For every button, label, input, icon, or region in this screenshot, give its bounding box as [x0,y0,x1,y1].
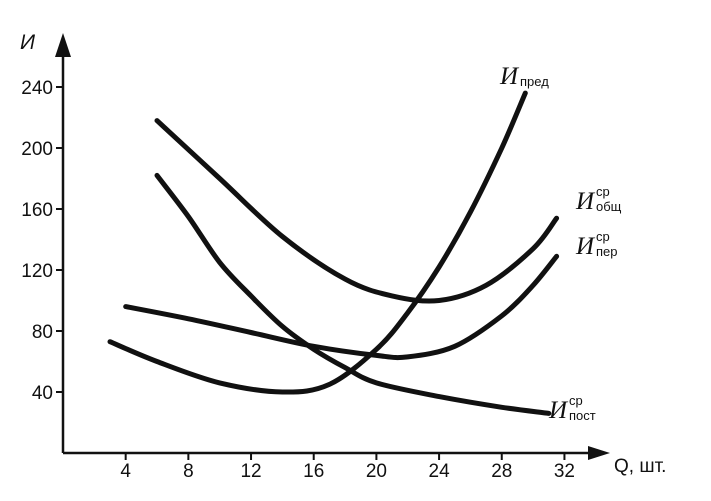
series-label-sup: ср [596,229,610,244]
x-tick-label: 24 [429,461,451,482]
axes: И Q, шт. [20,31,666,477]
x-axis-arrow [588,446,610,460]
x-tick-label: 16 [303,461,324,482]
series-label-sub: пер [596,244,618,259]
series-label-sup: ср [596,184,610,199]
curve-marginal [107,90,528,395]
series-label-main: И [575,188,596,215]
y-axis-arrow [55,33,71,57]
x-tick-label: 8 [183,461,194,482]
curves [107,90,560,416]
x-tick-label: 12 [240,461,261,482]
ticks: 4 8 12 16 20 24 28 32 40 80 120 160 200 240 [21,78,575,482]
series-label-main: И [575,233,596,260]
series-label-sub: пост [569,408,596,423]
x-tick-label: 32 [554,461,575,482]
y-tick-label: 80 [32,322,53,343]
y-axis-label: И [20,31,36,54]
series-label-sub: общ [596,199,622,214]
x-tick-label: 4 [120,461,131,482]
series-label-main: И [499,63,520,90]
curve-avg-fixed [154,172,552,416]
y-tick-label: 160 [21,200,53,221]
x-axis-label: Q, шт. [614,456,666,477]
x-tick-label: 28 [491,461,512,482]
series-label-main: И [548,397,569,424]
x-tick-label: 20 [366,461,387,482]
y-tick-label: 40 [32,383,53,404]
curve-avg-total [154,118,560,304]
series-label-sub: пред [520,74,549,89]
y-tick-label: 120 [21,261,53,282]
series-label-sup: ср [569,393,583,408]
y-tick-label: 200 [21,139,53,160]
curve-avg-variable [123,253,560,361]
y-tick-label: 240 [21,78,53,99]
